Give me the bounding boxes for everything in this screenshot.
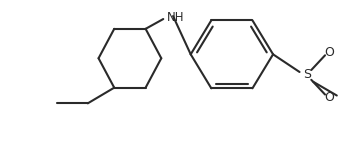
Text: NH: NH [167, 11, 185, 24]
Text: S: S [303, 68, 312, 81]
Text: O: O [324, 91, 334, 104]
Text: O: O [324, 46, 334, 59]
